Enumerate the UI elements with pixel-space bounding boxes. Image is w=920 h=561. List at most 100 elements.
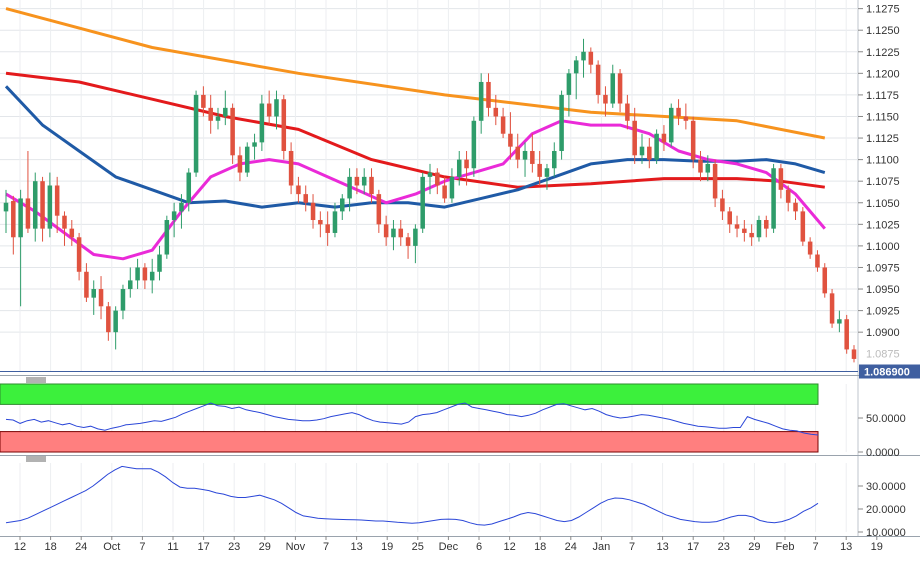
- x-tick-label: 18: [44, 541, 56, 553]
- y-tick-label-partial: 1.0875: [866, 349, 900, 361]
- candle-body: [11, 201, 16, 238]
- candle-body: [208, 107, 213, 121]
- candle-body: [449, 176, 455, 199]
- candle-body: [128, 280, 133, 290]
- candle-body: [851, 349, 857, 359]
- candle-body: [698, 159, 703, 173]
- candle-body: [186, 172, 192, 203]
- y-tick-label: 1.0925: [866, 306, 900, 318]
- x-tick-label: Jan: [593, 541, 611, 553]
- candle-body: [391, 228, 396, 238]
- candle-body: [201, 94, 206, 108]
- candle-body: [559, 94, 564, 151]
- candle-body: [47, 185, 53, 229]
- candle-body: [361, 176, 367, 186]
- y-tick-label: 30.0000: [866, 481, 906, 493]
- y-tick-label: 1.1250: [866, 25, 900, 37]
- candle-body: [610, 73, 616, 104]
- candle-body: [742, 228, 747, 233]
- candle-body: [354, 176, 360, 186]
- candle-body: [310, 202, 316, 221]
- candle-body: [340, 198, 345, 212]
- candle-body: [347, 176, 352, 199]
- candle-body: [734, 224, 740, 229]
- oscillator-zone: [0, 431, 819, 453]
- moving-average-line: [5, 7, 826, 140]
- candle-body: [237, 155, 243, 173]
- x-tick-label: 7: [629, 541, 635, 553]
- x-tick-label: 13: [350, 541, 362, 553]
- candle-body: [135, 267, 140, 281]
- y-tick-label: 1.0900: [866, 327, 900, 339]
- oscillator-line: [5, 465, 819, 526]
- candle-body: [676, 107, 681, 117]
- x-tick-label: 17: [197, 541, 209, 553]
- x-tick-label: 6: [476, 541, 482, 553]
- candle-body: [471, 120, 477, 169]
- candle-body: [478, 81, 484, 121]
- candle-body: [193, 94, 199, 173]
- candle-body: [32, 181, 38, 229]
- x-tick-label: Oct: [103, 541, 120, 553]
- candle-body: [603, 94, 608, 104]
- candle-body: [106, 306, 111, 333]
- candle-body: [223, 107, 228, 117]
- candle-body: [690, 120, 696, 160]
- oscillator-line: [5, 402, 819, 436]
- candle-body: [3, 202, 9, 212]
- candle-body: [720, 198, 725, 212]
- candle-body: [398, 228, 404, 238]
- candle-body: [149, 271, 155, 281]
- y-tick-label: 1.1000: [866, 241, 900, 253]
- candle-body: [376, 194, 382, 225]
- candle-body: [617, 73, 623, 104]
- price-axis-background: [858, 0, 920, 556]
- candle-body: [829, 293, 835, 324]
- candle-body: [25, 198, 31, 229]
- candle-body: [712, 163, 718, 199]
- candle-body: [259, 103, 265, 143]
- candle-body: [266, 103, 272, 117]
- candle-body: [54, 185, 60, 216]
- y-tick-label: 1.0975: [866, 262, 900, 274]
- candle-body: [661, 133, 667, 143]
- y-tick-label: 1.1200: [866, 68, 900, 80]
- candle-body: [303, 194, 308, 203]
- candle-body: [435, 172, 440, 186]
- candle-body: [18, 198, 23, 238]
- axis-layer: 1.0900 1.0925 1.0950 1.0975 1.1000 1.1025 1.10…: [14, 4, 920, 553]
- candle-body: [164, 220, 170, 255]
- candle-body: [40, 181, 45, 229]
- candle-body: [793, 202, 798, 212]
- y-tick-label: 1.1025: [866, 219, 900, 231]
- x-tick-label: 24: [75, 541, 87, 553]
- candle-body: [727, 211, 732, 225]
- y-tick-label: 1.1175: [866, 90, 899, 102]
- candle-body: [837, 319, 842, 324]
- x-tick-label: 18: [534, 541, 546, 553]
- candle-body: [566, 73, 572, 95]
- candle-body: [639, 146, 645, 156]
- candle-body: [632, 120, 637, 156]
- candle-body: [705, 163, 711, 173]
- candle-body: [325, 224, 330, 233]
- x-tick-label: 7: [139, 541, 145, 553]
- y-tick-label: 1.1075: [866, 176, 900, 188]
- candle-body: [142, 267, 148, 281]
- y-tick-label: 1.1125: [866, 133, 899, 145]
- candle-body: [530, 150, 535, 164]
- candle-body: [800, 211, 806, 242]
- candle-body: [778, 168, 784, 190]
- candle-body: [98, 289, 104, 307]
- candle-body: [537, 163, 542, 177]
- y-tick-label: 1.1225: [866, 47, 900, 59]
- x-tick-label: 23: [718, 541, 730, 553]
- x-tick-label: 13: [840, 541, 852, 553]
- y-tick-label: 1.1050: [866, 198, 900, 210]
- candle-body: [522, 150, 528, 160]
- candle-body: [318, 220, 323, 225]
- candle-body: [785, 189, 791, 203]
- candle-body: [683, 116, 689, 121]
